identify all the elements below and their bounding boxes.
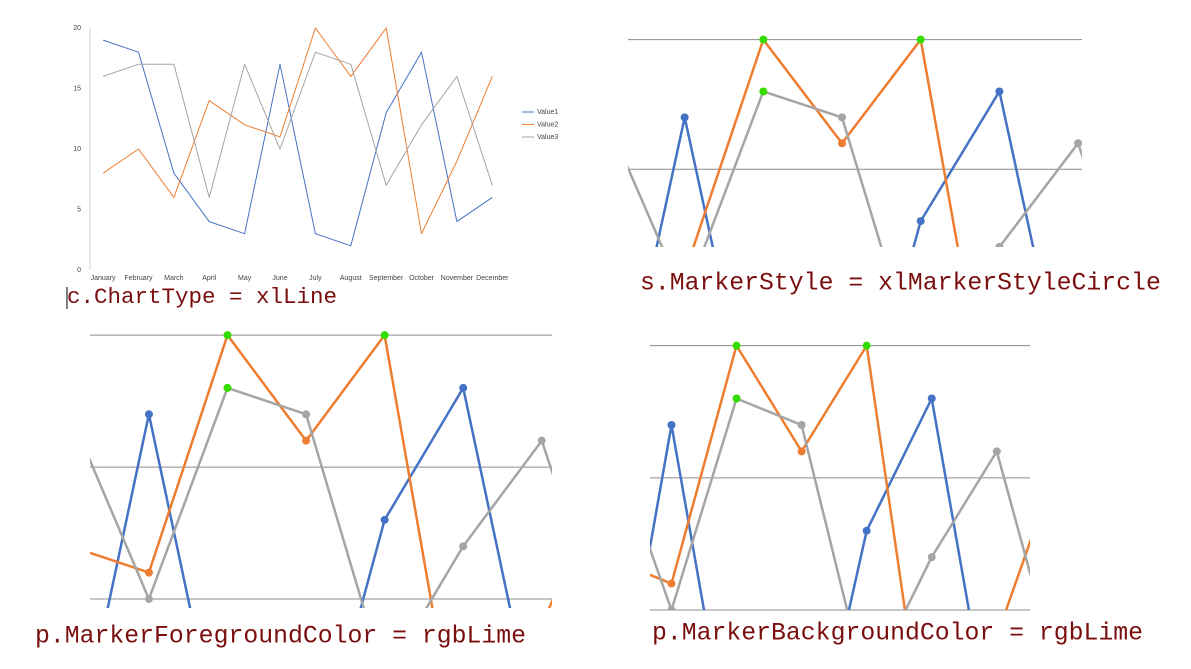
legend-label: Value2 bbox=[537, 121, 558, 128]
x-tick-label: February bbox=[124, 275, 153, 282]
marker bbox=[667, 420, 676, 429]
legend-label: Value3 bbox=[537, 134, 558, 141]
y-tick-label: 0 bbox=[77, 267, 81, 274]
chart-panel: 0 5 10 15 20 January February March April May June… bbox=[67, 25, 558, 310]
marker bbox=[916, 217, 925, 226]
series-line bbox=[102, 51, 493, 198]
x-tick-label: December bbox=[476, 275, 509, 282]
y-tick-label: 5 bbox=[77, 206, 81, 213]
marker bbox=[459, 542, 468, 551]
caption: p.MarkerBackgroundColor = rgbLime bbox=[652, 620, 1143, 648]
caption: c.ChartType = xlLine bbox=[67, 284, 337, 310]
marker bbox=[459, 383, 468, 392]
series-line bbox=[655, 90, 1035, 247]
marker bbox=[838, 139, 847, 148]
marker bbox=[380, 515, 389, 524]
marker bbox=[223, 331, 232, 340]
marker bbox=[838, 113, 847, 122]
marker bbox=[797, 447, 806, 456]
plot-area bbox=[650, 341, 1030, 610]
marker bbox=[732, 394, 741, 403]
caption: s.MarkerStyle = xlMarkerStyleCircle bbox=[640, 270, 1161, 298]
caption: p.MarkerForegroundColor = rgbLime bbox=[35, 623, 526, 651]
marker bbox=[302, 410, 311, 419]
marker bbox=[916, 35, 925, 44]
plot-area bbox=[102, 27, 493, 247]
x-tick-label: July bbox=[309, 275, 322, 282]
plot-area bbox=[90, 331, 552, 608]
marker bbox=[680, 113, 689, 122]
marker bbox=[1074, 139, 1082, 148]
marker bbox=[144, 568, 153, 577]
x-tick-label: June bbox=[272, 275, 287, 282]
marker bbox=[144, 410, 153, 419]
marker bbox=[862, 526, 871, 535]
x-tick-label: October bbox=[409, 275, 435, 282]
series-line bbox=[90, 333, 552, 608]
chart-panel: s.MarkerStyle = xlMarkerStyleCircle bbox=[628, 35, 1161, 298]
series-line bbox=[650, 397, 1030, 610]
marker bbox=[797, 420, 806, 429]
y-tick-label: 15 bbox=[73, 85, 81, 92]
marker bbox=[223, 383, 232, 392]
marker bbox=[759, 87, 768, 96]
x-tick-label: September bbox=[369, 275, 404, 282]
chart-panel: p.MarkerBackgroundColor = rgbLime bbox=[650, 341, 1143, 648]
series-line bbox=[106, 386, 512, 608]
marker bbox=[667, 579, 676, 588]
marker bbox=[992, 447, 1001, 456]
x-tick-label: April bbox=[202, 275, 216, 282]
series-line bbox=[692, 38, 960, 247]
series-line bbox=[650, 397, 971, 610]
series-line bbox=[628, 90, 1082, 247]
plot-area bbox=[628, 35, 1082, 247]
marker bbox=[759, 35, 768, 44]
chart-panel: p.MarkerForegroundColor = rgbLime bbox=[35, 331, 552, 651]
marker bbox=[927, 394, 936, 403]
series-line bbox=[650, 344, 1030, 610]
marker bbox=[927, 553, 936, 562]
legend-label: Value1 bbox=[537, 109, 558, 116]
series-line bbox=[102, 27, 493, 235]
x-tick-label: August bbox=[340, 275, 362, 282]
x-tick-label: March bbox=[164, 275, 184, 282]
y-tick-label: 20 bbox=[73, 25, 81, 32]
marker bbox=[537, 436, 546, 445]
series-line bbox=[102, 39, 493, 247]
x-tick-label: January bbox=[91, 275, 116, 282]
marker bbox=[302, 436, 311, 445]
y-tick-label: 10 bbox=[73, 146, 81, 153]
x-tick-label: November bbox=[441, 275, 474, 282]
marker bbox=[667, 606, 676, 610]
marker bbox=[144, 595, 153, 604]
marker bbox=[995, 87, 1004, 96]
marker bbox=[380, 331, 389, 340]
marker bbox=[862, 341, 871, 350]
marker bbox=[732, 341, 741, 350]
marker bbox=[995, 243, 1004, 247]
series-line bbox=[90, 386, 552, 608]
x-tick-label: May bbox=[238, 275, 252, 282]
